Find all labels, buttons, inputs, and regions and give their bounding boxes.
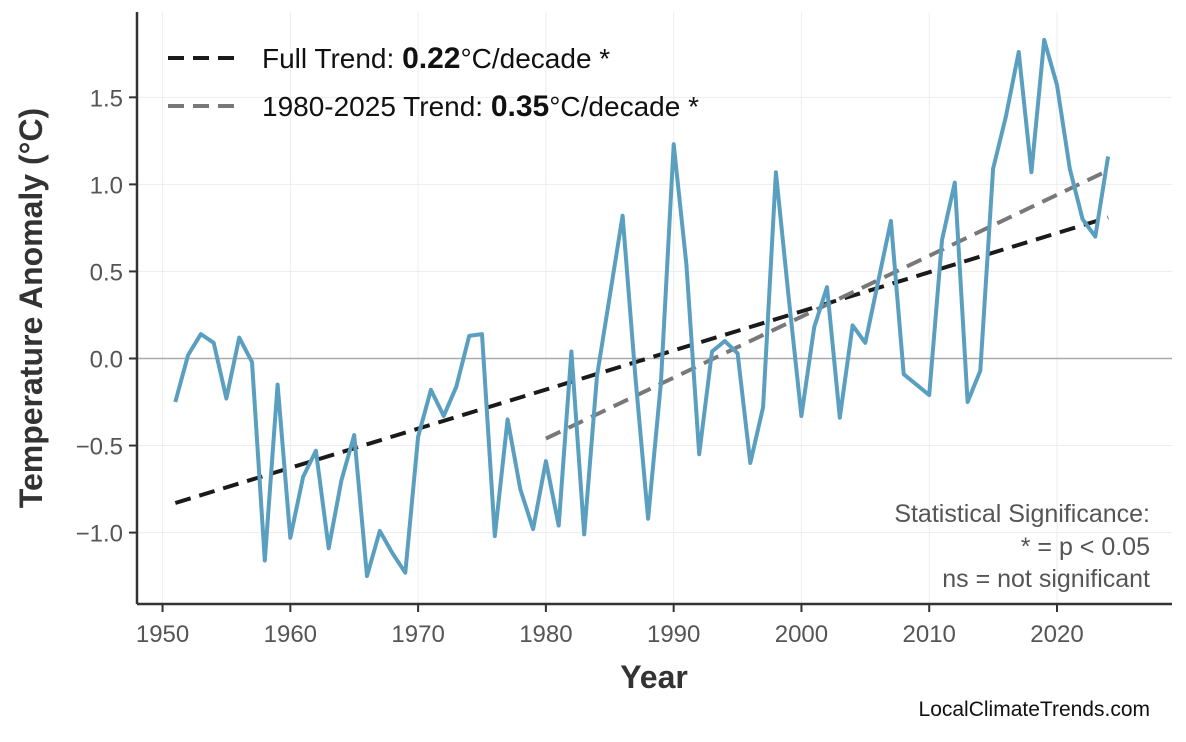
trend-line bbox=[174, 215, 1109, 505]
legend-label: Full Trend: 0.22°C/decade * bbox=[262, 42, 610, 75]
x-tick-label: 1960 bbox=[264, 621, 317, 648]
x-tick-label: 1980 bbox=[519, 621, 572, 648]
significance-annotation: Statistical Significance: * = p < 0.05 n… bbox=[894, 500, 1150, 593]
legend-label: 1980-2025 Trend: 0.35°C/decade * bbox=[262, 90, 699, 123]
y-tick-label: −0.5 bbox=[76, 434, 123, 461]
y-tick-label: −1.0 bbox=[76, 521, 123, 548]
annotation-line: Statistical Significance: bbox=[894, 500, 1150, 528]
x-tick-label: 1970 bbox=[391, 621, 444, 648]
x-tick-label: 2020 bbox=[1030, 621, 1083, 648]
y-axis-label: Temperature Anomaly (°C) bbox=[13, 108, 49, 508]
x-axis-label: Year bbox=[620, 659, 688, 695]
y-tick-label: 1.5 bbox=[90, 85, 123, 112]
series-line-temperature-anomaly bbox=[173, 37, 1111, 579]
annotation-line: ns = not significant bbox=[942, 565, 1150, 593]
y-tick-label: 1.0 bbox=[90, 172, 123, 199]
legend: Full Trend: 0.22°C/decade * 1980-2025 Tre… bbox=[168, 42, 699, 123]
y-tick-label: 0.0 bbox=[90, 346, 123, 373]
x-tick-label: 2010 bbox=[903, 621, 956, 648]
annotation-line: * = p < 0.05 bbox=[1021, 533, 1150, 561]
source-credit: LocalClimateTrends.com bbox=[919, 698, 1150, 721]
y-tick-label: 0.5 bbox=[90, 259, 123, 286]
x-tick-label: 2000 bbox=[775, 621, 828, 648]
axes: 1950 1960 1970 1980 1990 2000 2010 2020 −1.0 −0.5… bbox=[76, 12, 1172, 648]
x-tick-label: 1990 bbox=[647, 621, 700, 648]
x-tick-label: 1950 bbox=[136, 621, 189, 648]
